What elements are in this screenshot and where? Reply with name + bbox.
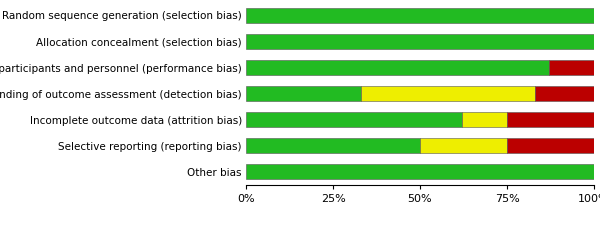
Bar (507, 112, 594, 127)
Bar (507, 138, 594, 153)
Bar (535, 86, 594, 101)
Bar (246, 8, 594, 23)
Bar (246, 60, 549, 75)
Bar (246, 34, 594, 49)
Bar (549, 60, 594, 75)
Bar (246, 86, 361, 101)
Bar (462, 112, 507, 127)
Bar (246, 138, 420, 153)
Bar (246, 164, 594, 180)
Bar (420, 138, 507, 153)
Bar (246, 112, 462, 127)
Bar (361, 86, 535, 101)
